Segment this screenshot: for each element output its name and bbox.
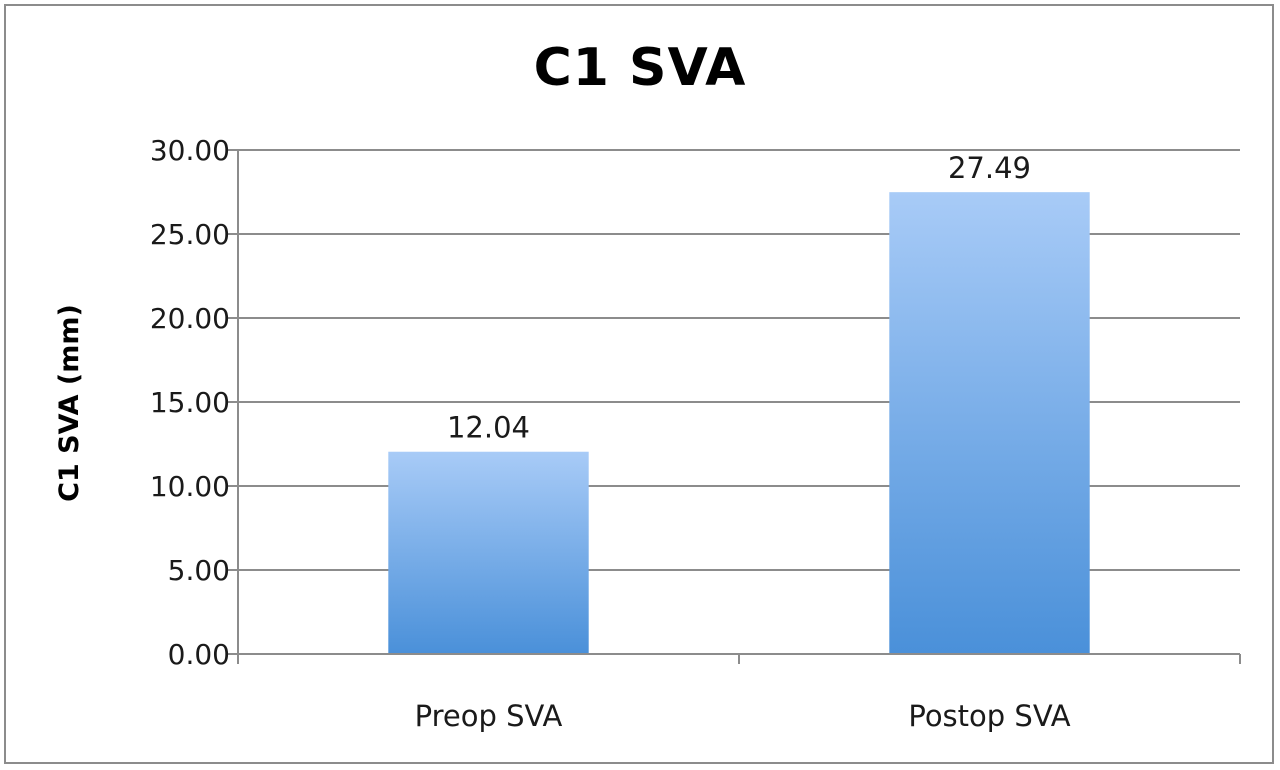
bar-postop-sva <box>889 192 1090 654</box>
x-category-label: Postop SVA <box>908 699 1070 733</box>
y-tick-label: 30.00 <box>150 134 230 167</box>
data-label: 27.49 <box>948 151 1031 185</box>
y-tick-label: 5.00 <box>168 554 230 587</box>
bars <box>388 192 1090 654</box>
bar-preop-sva <box>388 451 589 654</box>
y-tick-label: 25.00 <box>150 218 230 251</box>
y-tick-label: 10.00 <box>150 470 230 503</box>
data-label: 12.04 <box>447 411 530 445</box>
y-axis-title: C1 SVA (mm) <box>54 304 85 502</box>
y-tick-label: 20.00 <box>150 302 230 335</box>
y-tick-label: 0.00 <box>168 638 230 671</box>
axes <box>228 149 1241 664</box>
labels: 0.00 5.00 10.00 15.00 20.00 25.00 30.00 12.04 Pr… <box>150 134 1071 733</box>
x-category-label: Preop SVA <box>415 699 563 733</box>
y-tick-label: 15.00 <box>150 386 230 419</box>
chart-title: C1 SVA <box>533 38 747 98</box>
